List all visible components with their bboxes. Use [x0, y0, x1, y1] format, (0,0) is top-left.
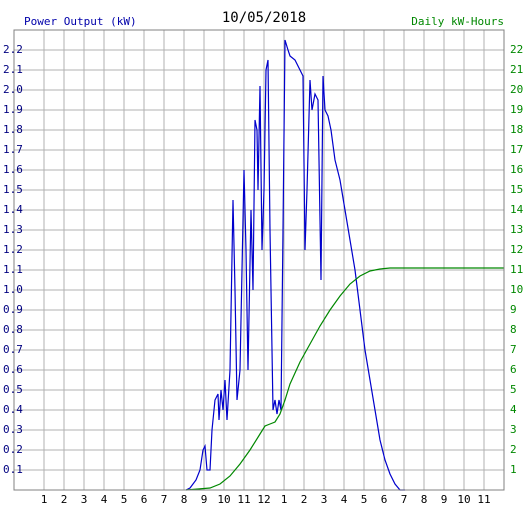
- y-tick-label: 1.9: [3, 103, 23, 116]
- series-line: [185, 39, 405, 491]
- plot: [185, 39, 504, 491]
- y-tick-label: 1.7: [3, 143, 23, 156]
- y-axis-label: Power Output (kW): [24, 15, 137, 28]
- y-tick-label: 1.3: [3, 223, 23, 236]
- y2-tick-label: 3: [510, 423, 517, 436]
- y-tick-label: 2.0: [3, 83, 23, 96]
- y-tick-label: 0.9: [3, 303, 23, 316]
- x-tick-label: 9: [441, 493, 448, 506]
- y2-tick-label: 9: [510, 303, 517, 316]
- y2-tick-label: 18: [510, 123, 523, 136]
- x-tick-label: 5: [361, 493, 368, 506]
- x-tick-label: 10: [457, 493, 470, 506]
- x-tick-label: 1: [41, 493, 48, 506]
- y2-tick-label: 8: [510, 323, 517, 336]
- series-line: [185, 267, 504, 491]
- y-tick-label: 0.5: [3, 383, 23, 396]
- y2-tick-label: 22: [510, 43, 523, 56]
- y2-tick-label: 20: [510, 83, 523, 96]
- y2-tick-label: 1: [510, 463, 517, 476]
- y2-tick-label: 11: [510, 263, 523, 276]
- x-tick-label: 7: [401, 493, 408, 506]
- plot-frame: [13, 29, 505, 491]
- y2-tick-label: 14: [510, 203, 524, 216]
- x-tick-label: 1: [281, 493, 288, 506]
- x-tick-label: 8: [421, 493, 428, 506]
- chart-title: 10/05/2018: [222, 10, 306, 26]
- y-tick-label: 1.6: [3, 163, 23, 176]
- x-tick-label: 6: [141, 493, 148, 506]
- y2-axis-label: Daily kW-Hours: [411, 15, 504, 28]
- y-tick-label: 1.0: [3, 283, 23, 296]
- y-tick-label: 2.2: [3, 43, 23, 56]
- y-tick-label: 1.1: [3, 263, 23, 276]
- x-tick-label: 11: [477, 493, 490, 506]
- x-tick-label: 4: [101, 493, 108, 506]
- x-tick-label: 2: [301, 493, 308, 506]
- y-tick-label: 0.1: [3, 463, 23, 476]
- y-tick-label: 1.2: [3, 243, 23, 256]
- y-tick-label: 0.4: [3, 403, 23, 416]
- y-tick-label: 1.8: [3, 123, 23, 136]
- y2-tick-label: 7: [510, 343, 517, 356]
- x-tick-label: 4: [341, 493, 348, 506]
- y2-tick-label: 19: [510, 103, 523, 116]
- y2-tick-label: 13: [510, 223, 523, 236]
- y-tick-label: 0.6: [3, 363, 23, 376]
- y2-tick-label: 17: [510, 143, 523, 156]
- x-tick-label: 8: [181, 493, 188, 506]
- y2-tick-label: 2: [510, 443, 517, 456]
- y2-tick-label: 12: [510, 243, 523, 256]
- y-tick-label: 0.2: [3, 443, 23, 456]
- y2-tick-label: 21: [510, 63, 523, 76]
- y2-tick-label: 15: [510, 183, 523, 196]
- y2-tick-label: 10: [510, 283, 523, 296]
- x-tick-label: 12: [257, 493, 270, 506]
- x-tick-label: 3: [81, 493, 88, 506]
- x-tick-label: 9: [201, 493, 208, 506]
- y2-tick-label: 4: [510, 403, 517, 416]
- x-tick-label: 5: [121, 493, 128, 506]
- y-tick-label: 0.7: [3, 343, 23, 356]
- y2-tick-label: 6: [510, 363, 517, 376]
- x-tick-label: 3: [321, 493, 328, 506]
- y-tick-label: 1.4: [3, 203, 23, 216]
- grid: [14, 30, 504, 490]
- x-tick-label: 11: [237, 493, 250, 506]
- y-tick-label: 2.1: [3, 63, 23, 76]
- y-tick-label: 1.5: [3, 183, 23, 196]
- y2-tick-label: 16: [510, 163, 523, 176]
- x-tick-label: 7: [161, 493, 168, 506]
- x-tick-label: 6: [381, 493, 388, 506]
- y-tick-label: 0.3: [3, 423, 23, 436]
- y-tick-label: 0.8: [3, 323, 23, 336]
- x-tick-label: 2: [61, 493, 68, 506]
- y2-tick-label: 5: [510, 383, 517, 396]
- x-tick-label: 10: [217, 493, 230, 506]
